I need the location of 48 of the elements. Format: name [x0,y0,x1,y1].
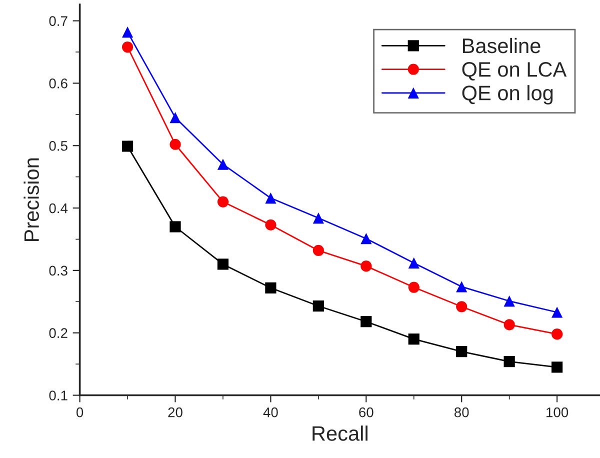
point [360,233,372,244]
point [265,192,276,204]
point [170,138,181,150]
point [456,281,468,292]
x-tick-label: 0 [76,407,84,418]
y-tick-label: 0.4 [49,203,68,214]
y-tick-label: 0.3 [49,266,68,276]
point [456,346,468,358]
x-axis-title: Recall [312,426,368,441]
point [265,219,276,230]
point [551,362,563,373]
point [312,212,324,224]
point [504,295,515,307]
x-tick-label: 40 [263,407,278,418]
point [504,356,515,368]
point [408,282,420,293]
point [217,158,229,170]
legend-label: QE on log [462,85,553,105]
point [122,140,134,152]
legend-label: Baseline [463,38,540,54]
point [122,26,134,38]
point [217,196,229,208]
point [170,112,181,124]
point [217,258,229,270]
y-tick-label: 0.6 [49,78,68,88]
point [312,244,324,256]
point [456,301,468,312]
point [551,328,563,340]
y-tick-label: 0.7 [49,16,68,26]
point [360,260,372,272]
y-axis-title: Precision [24,158,40,242]
point [408,334,420,345]
point [504,319,515,330]
x-tick-label: 60 [359,407,374,418]
point [122,41,134,53]
y-tick-label: 0.5 [49,140,68,151]
legend-label: QE on LCA [462,62,567,81]
point [360,316,372,328]
point [408,257,420,269]
x-tick-label: 80 [454,407,469,418]
y-tick-label: 0.2 [49,328,68,338]
y-tick-label: 0.1 [49,390,68,400]
x-tick-label: 20 [168,407,182,418]
point [265,282,276,294]
x-tick-label: 100 [546,407,568,418]
point [170,221,181,232]
point [312,300,324,312]
point [551,306,563,318]
